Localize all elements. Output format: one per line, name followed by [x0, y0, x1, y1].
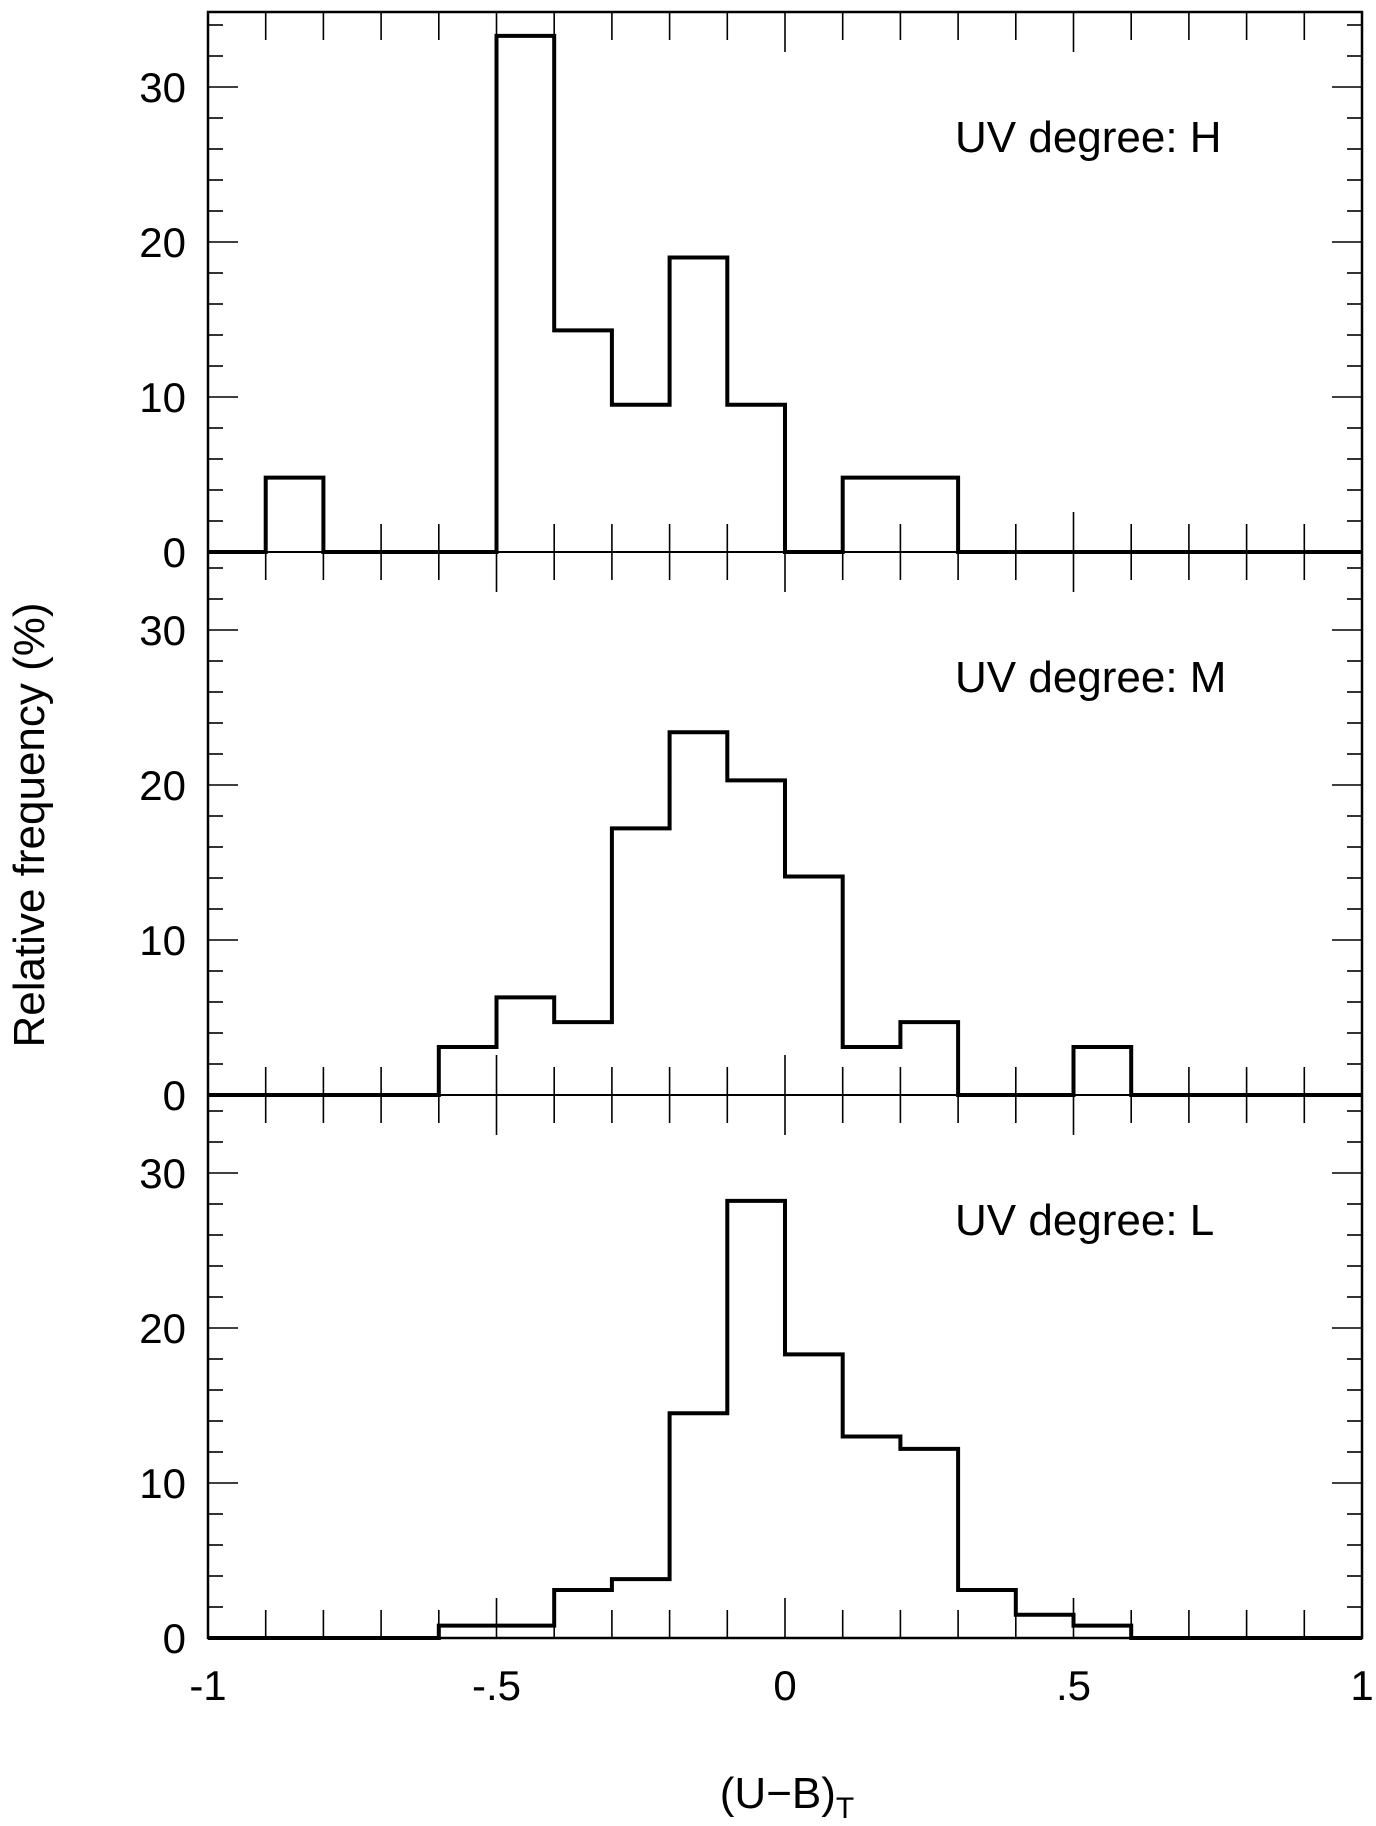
- x-axis-title: (U−B)T: [720, 1769, 854, 1825]
- histogram-step-line: [208, 730, 1362, 1097]
- y-axis-title: Relative frequency (%): [5, 602, 54, 1047]
- histogram-bar: [900, 1449, 958, 1638]
- histogram-bar: [554, 330, 612, 552]
- y-tick-label: 30: [139, 1150, 186, 1197]
- histogram-bar: [843, 1047, 901, 1095]
- histogram-bar: [612, 828, 670, 1095]
- histogram-bar: [843, 478, 901, 552]
- y-tick-label: 20: [139, 1305, 186, 1352]
- histogram-bar: [727, 1201, 785, 1638]
- panel-label: UV degree: H: [955, 113, 1222, 162]
- histogram-bar: [843, 1437, 901, 1639]
- histogram-bar: [612, 405, 670, 552]
- y-tick-label: 0: [163, 529, 186, 576]
- histogram-bar: [670, 1413, 728, 1638]
- histogram-bar: [612, 1579, 670, 1638]
- histogram-bar: [554, 1022, 612, 1095]
- x-tick-label: -1: [189, 1662, 226, 1709]
- histogram-bar: [497, 36, 555, 552]
- histogram-bar: [670, 732, 728, 1095]
- y-tick-label: 0: [163, 1072, 186, 1119]
- x-axis-title-main: (U−B): [720, 1769, 836, 1818]
- histogram-bar: [266, 478, 324, 552]
- histogram-bar: [958, 1590, 1016, 1638]
- histogram-bar: [785, 876, 843, 1095]
- panel-label: UV degree: M: [955, 653, 1226, 702]
- histogram-step-line: [208, 33, 1362, 554]
- histogram-bar: [497, 997, 555, 1095]
- x-axis-title-subscript: T: [836, 1792, 854, 1825]
- panel-labels: UV degree: H UV degree: M UV degree: L: [955, 113, 1226, 1245]
- y-tick-label: 30: [139, 64, 186, 111]
- histogram-bar: [727, 780, 785, 1095]
- panel-label: UV degree: L: [955, 1196, 1214, 1245]
- y-tick-label: 10: [139, 374, 186, 421]
- x-tick-label: 1: [1350, 1662, 1373, 1709]
- histogram-bar: [554, 1590, 612, 1638]
- x-tick-label: .5: [1056, 1662, 1091, 1709]
- histogram-steps: [208, 33, 1362, 1640]
- y-tick-label: 30: [139, 607, 186, 654]
- histogram-step-line: [208, 1198, 1362, 1640]
- histogram-bar: [900, 1022, 958, 1095]
- histogram-bar: [900, 478, 958, 552]
- x-tick-label: -.5: [472, 1662, 521, 1709]
- x-tick-labels: -1 -.5 0 .5 1: [189, 1662, 1373, 1709]
- histogram-bar: [1016, 1615, 1074, 1638]
- y-tick-labels: 0 10 20 30 0 10 20 30 0 10 20 30: [139, 64, 186, 1662]
- y-tick-label: 10: [139, 917, 186, 964]
- histogram-bar: [785, 1354, 843, 1638]
- y-tick-label: 20: [139, 762, 186, 809]
- y-tick-label: 0: [163, 1615, 186, 1662]
- histogram-bar: [439, 1047, 497, 1095]
- histogram-bar: [670, 258, 728, 553]
- histogram-bar: [727, 405, 785, 552]
- y-tick-label: 20: [139, 219, 186, 266]
- histogram-bar: [1074, 1047, 1132, 1095]
- y-tick-label: 10: [139, 1460, 186, 1507]
- x-tick-label: 0: [773, 1662, 796, 1709]
